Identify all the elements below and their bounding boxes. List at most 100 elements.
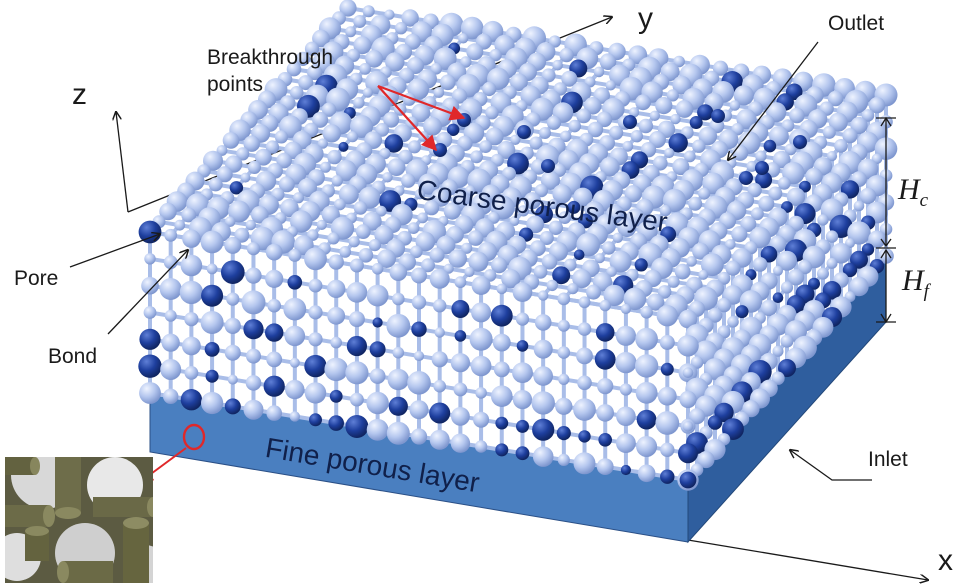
empty-pore [727,316,739,328]
empty-pore [312,111,329,128]
filled-pore [205,369,219,383]
empty-pore [539,231,554,245]
empty-pore [144,253,156,265]
empty-pore [461,242,473,254]
filled-pore [369,341,386,358]
empty-pore [159,202,177,221]
empty-pore [308,332,323,347]
empty-pore [698,269,709,280]
empty-pore [784,143,797,156]
empty-pore [308,278,323,293]
empty-pore [228,200,251,223]
empty-pore [222,132,240,149]
empty-pore [331,175,343,187]
empty-pore [245,375,262,391]
filled-pore [556,426,571,441]
empty-pore [716,297,732,313]
empty-pore [450,433,471,453]
filled-pore [495,443,509,457]
filled-pore [567,200,581,214]
empty-pore [512,362,533,384]
empty-pore [603,284,625,307]
empty-pore [429,268,450,289]
empty-pore [433,87,445,98]
filled-pore [287,275,303,290]
empty-pore [682,367,694,379]
empty-pore [647,293,665,311]
empty-pore [637,464,656,483]
empty-pore [458,33,469,44]
empty-pore [559,47,574,63]
empty-pore [243,399,264,420]
empty-pore [241,290,266,315]
empty-pore [576,108,592,124]
empty-pore [290,210,313,233]
empty-pore [659,335,675,350]
empty-pore [635,381,658,404]
empty-pore [316,219,327,230]
empty-pore [411,103,431,123]
empty-pore [609,250,632,273]
empty-pore [489,48,502,62]
filled-pore [454,330,467,342]
empty-pore [386,421,410,445]
empty-pore [510,73,528,92]
empty-pore [348,311,365,328]
filled-pore [552,266,571,285]
empty-pore [288,248,302,262]
empty-pore [387,158,406,177]
hf-subscript: f [923,281,929,302]
empty-pore [599,53,617,70]
empty-pore [707,307,723,323]
empty-pore [606,266,617,278]
empty-pore [686,256,697,267]
empty-pore [421,258,435,273]
empty-pore [485,106,499,120]
empty-pore [179,280,204,305]
empty-pore [293,192,304,204]
empty-pore [541,253,558,270]
empty-pore [493,361,510,378]
filled-pore [384,134,404,153]
empty-pore [247,160,261,174]
empty-pore [526,215,544,234]
inlet-arrow [790,450,872,481]
empty-pore [335,160,357,182]
breakthrough-pore [711,109,725,123]
empty-pore [634,354,659,378]
empty-pore [286,61,302,77]
empty-pore [448,249,468,268]
empty-pore [312,29,330,48]
filled-pore [598,433,612,447]
empty-pore [469,327,493,351]
empty-pore [392,292,405,306]
empty-pore [141,276,159,295]
filled-pore [139,328,161,350]
empty-pore [409,400,429,420]
empty-pore [747,182,762,198]
filled-pore [778,359,796,377]
empty-pore [330,336,343,349]
filled-pore [595,323,615,342]
empty-pore [725,260,741,276]
empty-pore [597,378,614,395]
filled-pore [338,141,349,152]
empty-pore [512,390,533,410]
empty-pore [353,15,367,28]
filled-pore [201,284,224,307]
filled-pore [451,300,470,318]
empty-pore [847,221,871,245]
empty-pore [827,90,844,107]
empty-pore [780,334,794,348]
empty-pore [375,205,387,217]
empty-pore [482,81,497,97]
filled-pore [634,258,648,272]
empty-pore [285,379,305,400]
empty-pore [555,397,573,415]
empty-pore [674,263,691,280]
inset-marker-circle [182,423,206,451]
empty-pore [350,392,364,407]
filled-pore [243,319,264,340]
empty-pore [635,94,651,111]
dim-arrow-bottom [880,313,892,324]
